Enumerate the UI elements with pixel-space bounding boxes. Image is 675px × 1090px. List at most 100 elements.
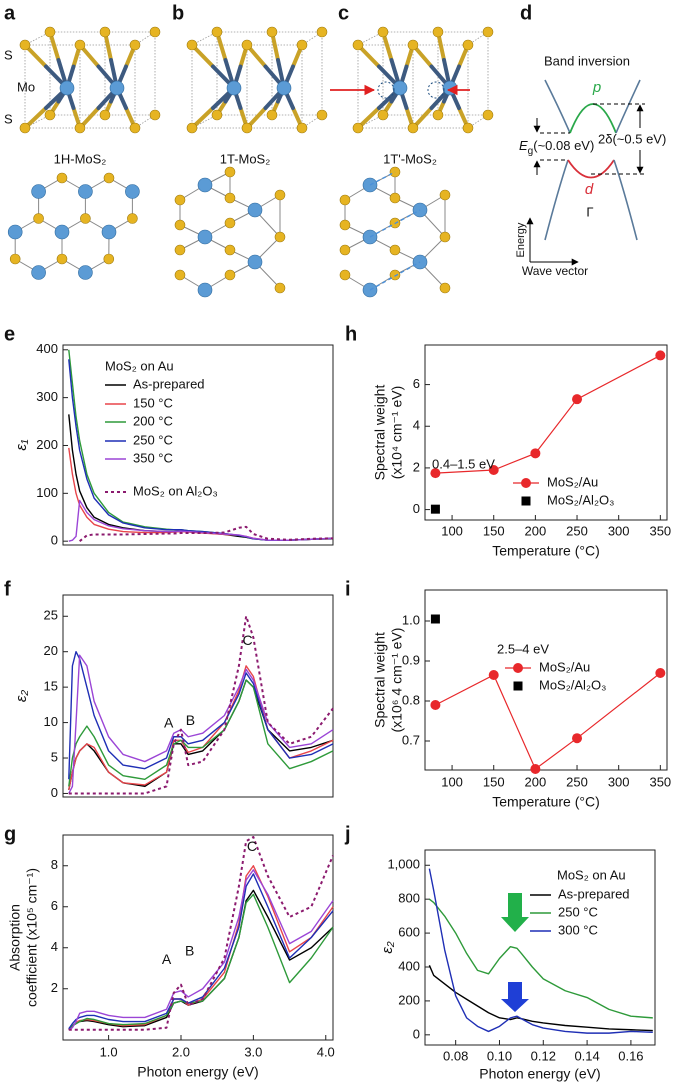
legend-swatch	[513, 663, 523, 673]
data-point	[430, 468, 441, 479]
data-line	[68, 679, 334, 787]
y-tick-label: 4	[51, 939, 58, 954]
data-line	[68, 893, 334, 1030]
x-tick-label: 0.08	[443, 1048, 468, 1063]
x-tick-label: 200	[525, 523, 547, 538]
panel-letter: a	[4, 2, 16, 24]
x-tick-label: 350	[649, 774, 671, 789]
gap-subscript: g	[528, 146, 534, 157]
x-tick-label: 200	[525, 774, 547, 789]
data-line	[68, 865, 334, 1031]
data-line	[79, 525, 334, 542]
y-axis-label: Spectral weight	[372, 385, 388, 481]
peak-annotation: A	[164, 715, 174, 731]
plot-frame	[62, 344, 334, 546]
x-tick-label: 0.10	[487, 1048, 512, 1063]
y-tick-label: 4	[413, 418, 420, 433]
x-tick-label: 0.12	[531, 1048, 556, 1063]
x-tick-label: 100	[441, 774, 463, 789]
y-tick-label: 0.8	[402, 692, 420, 707]
delta-label: 2δ(~0.5 eV)	[598, 131, 666, 146]
y-axis-label: coefficient (x10⁵ cm⁻¹)	[24, 868, 40, 1007]
y-tick-label: 600	[398, 925, 420, 940]
structure-1t	[185, 25, 329, 135]
structure-1t-prime	[351, 25, 495, 135]
y-tick-label: 2	[51, 980, 58, 995]
data-line	[68, 889, 334, 1031]
x-tick-label: 150	[483, 774, 505, 789]
gap-symbol: E	[519, 138, 528, 153]
y-tick-label: 0	[51, 785, 58, 800]
structure-1h	[18, 25, 162, 135]
data-line	[428, 965, 653, 1032]
panel-letter: d	[520, 2, 532, 24]
data-line	[68, 651, 334, 780]
y-tick-label: 5	[51, 749, 58, 764]
data-line	[68, 414, 334, 541]
gap-label: Eg(~0.08 eV)	[519, 138, 594, 156]
panel-letter: e	[4, 323, 15, 345]
y-tick-label: 10	[44, 714, 58, 729]
y-tick-label: 15	[44, 679, 58, 694]
y-tick-label: 100	[36, 485, 58, 500]
x-tick-label: 250	[566, 774, 588, 789]
y-tick-label: 0	[413, 501, 420, 516]
band-label: d	[585, 181, 594, 198]
x-tick-label: 300	[608, 774, 630, 789]
y-tick-label: 200	[398, 992, 420, 1007]
y-tick-label: 1,000	[387, 857, 420, 872]
x-axis-label: Temperature (°C)	[492, 794, 600, 810]
arrow	[501, 982, 529, 1012]
axis-label: Wave vector	[522, 264, 588, 278]
data-point	[430, 504, 440, 514]
y-tick-label: 0.7	[402, 732, 420, 747]
y-tick-label: 200	[36, 437, 58, 452]
legend-title: MoS₂ on Au	[557, 867, 626, 882]
data-point	[430, 700, 441, 710]
legend-title: 2.5–4 eV	[497, 641, 549, 656]
peak-annotation: C	[243, 632, 253, 648]
data-point	[488, 465, 499, 475]
peak-annotation: B	[186, 712, 195, 728]
structure-caption: 1T-MoS₂	[220, 151, 271, 166]
y-axis-label: (x10⁴ cm⁻¹ eV)	[389, 386, 405, 480]
atom-label: S	[4, 47, 13, 62]
x-tick-label: 0.14	[574, 1048, 599, 1063]
x-tick-label: 150	[483, 523, 505, 538]
band-structure	[526, 79, 645, 266]
y-tick-label: 6	[51, 898, 58, 913]
panel-letter: h	[345, 323, 357, 345]
data-point	[530, 448, 541, 459]
plot-frame	[424, 589, 668, 771]
y-tick-label: 400	[398, 958, 420, 973]
gap-text: (~0.08 eV)	[533, 138, 594, 153]
data-line	[68, 869, 334, 1031]
x-tick-label: 1.0	[100, 1044, 118, 1059]
data-line	[428, 898, 653, 1019]
x-axis-label: Photon energy (eV)	[479, 1066, 600, 1082]
data-point	[655, 668, 666, 678]
data-point	[572, 733, 583, 744]
y-axis-label: ε₁	[13, 439, 30, 451]
y-axis-label: Spectral weight	[372, 632, 388, 728]
lattice-1t	[174, 166, 286, 298]
panel-letter: b	[172, 2, 184, 24]
y-tick-label: 0	[413, 1026, 420, 1041]
legend-label: MoS₂ on Al₂O₃	[133, 483, 218, 498]
panel-letter: j	[344, 823, 351, 845]
axis-label: Energy	[515, 222, 527, 257]
data-point	[488, 670, 499, 680]
y-tick-label: 300	[36, 389, 58, 404]
y-axis-label: Absorption	[7, 904, 23, 971]
y-tick-label: 1.0	[402, 612, 420, 627]
panel-letter: f	[4, 578, 11, 600]
y-tick-label: 800	[398, 891, 420, 906]
y-tick-label: 25	[44, 608, 58, 623]
x-tick-label: 350	[649, 523, 671, 538]
legend-label: As-prepared	[558, 886, 630, 901]
legend-title: 0.4–1.5 eV	[432, 456, 495, 471]
legend-label: MoS₂/Al₂O₃	[539, 677, 606, 692]
legend-swatch	[513, 681, 523, 691]
panel-letter: i	[345, 578, 351, 600]
